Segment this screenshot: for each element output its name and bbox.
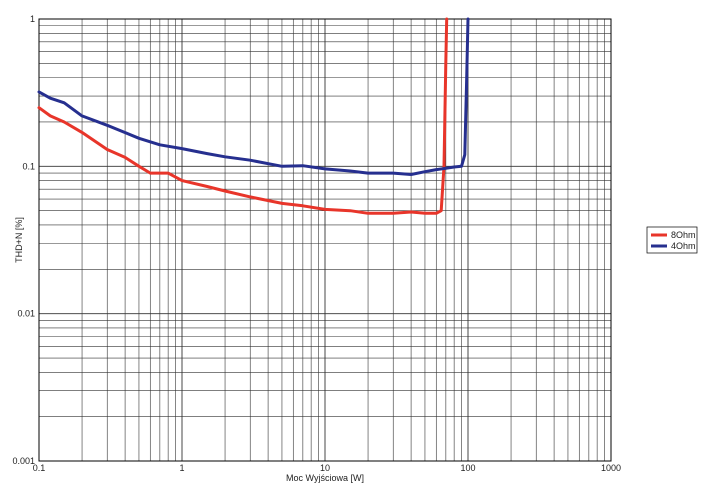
legend-label-8ohm: 8Ohm [671,230,696,240]
series-lines [37,17,470,215]
y-tick-label: 0.001 [12,456,35,466]
plot-border [38,18,612,462]
x-tick-label: 1000 [601,463,621,473]
x-tick-label: 1 [179,463,184,473]
legend-label-4ohm: 4Ohm [671,241,696,251]
series-line-4ohm [37,17,470,176]
x-tick-label: 10 [320,463,330,473]
y-tick-label: 0.01 [17,309,35,319]
x-axis-label: Moc Wyjściowa [W] [286,473,364,483]
series-line-8ohm [37,17,449,215]
y-tick-label: 0.1 [22,161,35,171]
y-tick-label: 1 [30,14,35,24]
x-tick-label: 100 [460,463,475,473]
legend-box [646,226,698,254]
y-tick-labels: 0.001 0.01 0.1 1 [12,14,35,466]
y-axis-label: THD+N [%] [14,217,24,263]
x-tick-labels: 0.1 1 10 100 1000 [33,463,621,473]
x-tick-label: 0.1 [33,463,46,473]
grid-lines [38,19,611,462]
